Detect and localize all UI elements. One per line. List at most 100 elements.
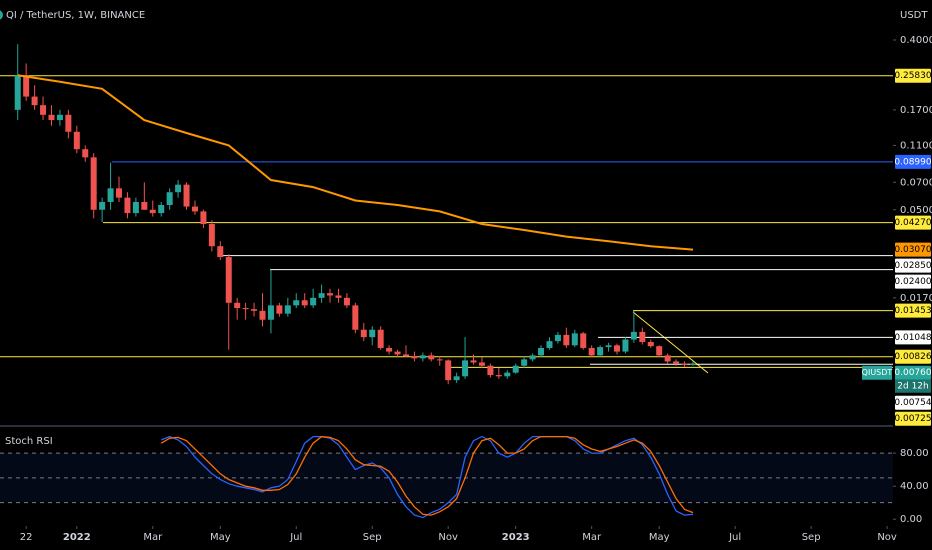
candle-body: [377, 329, 384, 348]
x-tick-label: May: [649, 532, 670, 543]
x-tick-label: 22: [20, 532, 33, 543]
candle-body: [251, 309, 258, 311]
candle-body: [124, 197, 131, 214]
candle-body: [107, 188, 114, 202]
price-label: 0.02850: [894, 261, 931, 271]
price-label-box: [895, 365, 931, 380]
candle-body: [158, 205, 165, 214]
price-label-box: [895, 215, 931, 230]
candle-body: [656, 346, 663, 356]
candle-body: [478, 362, 485, 366]
candle-body: [681, 363, 688, 365]
x-tick-label: Jul: [728, 532, 741, 543]
price-label-box: [895, 258, 931, 273]
candle-body: [82, 149, 89, 158]
x-tick-label: Sep: [802, 532, 821, 543]
candle-body: [411, 356, 418, 359]
price-label-box: [895, 68, 931, 83]
candle-body: [453, 376, 460, 381]
candle-body: [495, 375, 502, 377]
candle-body: [487, 365, 494, 376]
price-label-box: [895, 395, 931, 410]
candle-body: [394, 351, 401, 355]
price-label: 0.00754: [894, 398, 931, 408]
x-tick-label: Nov: [438, 532, 458, 543]
candle-body: [217, 246, 224, 258]
candle-body: [419, 355, 426, 359]
candle-body: [343, 297, 350, 306]
candle-body: [673, 361, 680, 364]
countdown: 2d 12h: [897, 382, 928, 392]
x-tick-label: May: [210, 532, 231, 543]
candle-body: [276, 305, 283, 314]
candle-body: [267, 305, 274, 320]
x-tick-label: 2023: [502, 532, 530, 543]
price-label: 0.03070: [894, 245, 931, 255]
indicator-tick-label: 40.00: [900, 481, 929, 492]
price-label: 0.00760: [894, 368, 931, 378]
candle-body: [175, 184, 182, 193]
candle-body: [402, 354, 409, 357]
candle-body: [546, 341, 553, 348]
price-label-box: [895, 274, 931, 289]
price-label-box: [895, 349, 931, 364]
candle-body: [208, 223, 215, 247]
price-label: 0.01048: [894, 333, 931, 343]
candle-body: [445, 360, 452, 381]
candle-body: [436, 359, 443, 361]
candle-body: [352, 305, 359, 330]
candle-body: [166, 192, 173, 206]
candle-body: [664, 355, 671, 362]
chart-title: QI / TetherUS, 1W, BINANCE: [6, 10, 145, 21]
candle-body: [335, 295, 342, 298]
x-tick-label: 2022: [63, 532, 91, 543]
price-label-box: [895, 154, 931, 169]
price-label-box: [895, 303, 931, 318]
indicator-tick-label: 80.00: [900, 448, 929, 459]
candle-body: [310, 297, 317, 306]
price-label-box: [895, 330, 931, 345]
price-label: 0.04270: [894, 218, 931, 228]
candle-body: [529, 355, 536, 360]
candle-body: [360, 329, 367, 338]
symbol-box: [862, 365, 892, 380]
candle-body: [14, 75, 21, 110]
price-label: 0.25830: [894, 71, 931, 81]
candle-body: [622, 339, 629, 352]
candle-body: [132, 201, 139, 214]
trend-line: [632, 311, 709, 374]
candle-body: [538, 347, 545, 356]
candle-body: [23, 75, 30, 97]
price-label: 0.00725: [894, 414, 931, 424]
indicator-title: Stoch RSI: [5, 436, 53, 447]
indicator-band: [0, 453, 893, 503]
candle-body: [386, 347, 393, 352]
candle-body: [234, 302, 241, 309]
candle-body: [73, 131, 80, 150]
candle-body: [301, 300, 308, 306]
candle-body: [462, 360, 469, 377]
candle-body: [225, 257, 232, 303]
candle-body: [327, 293, 334, 296]
candle-body: [116, 188, 123, 198]
candle-body: [521, 359, 528, 366]
symbol-label: QIUSDT: [862, 368, 893, 377]
candle-body: [293, 300, 300, 306]
candle-body: [369, 329, 376, 338]
candle-body: [588, 347, 595, 356]
candle-body: [605, 345, 612, 348]
candle-body: [31, 96, 38, 106]
x-tick-label: Mar: [143, 532, 163, 543]
candle-body: [90, 157, 97, 210]
stoch-line: [160, 435, 694, 516]
candle-body: [563, 334, 570, 346]
x-tick-label: Mar: [582, 532, 602, 543]
